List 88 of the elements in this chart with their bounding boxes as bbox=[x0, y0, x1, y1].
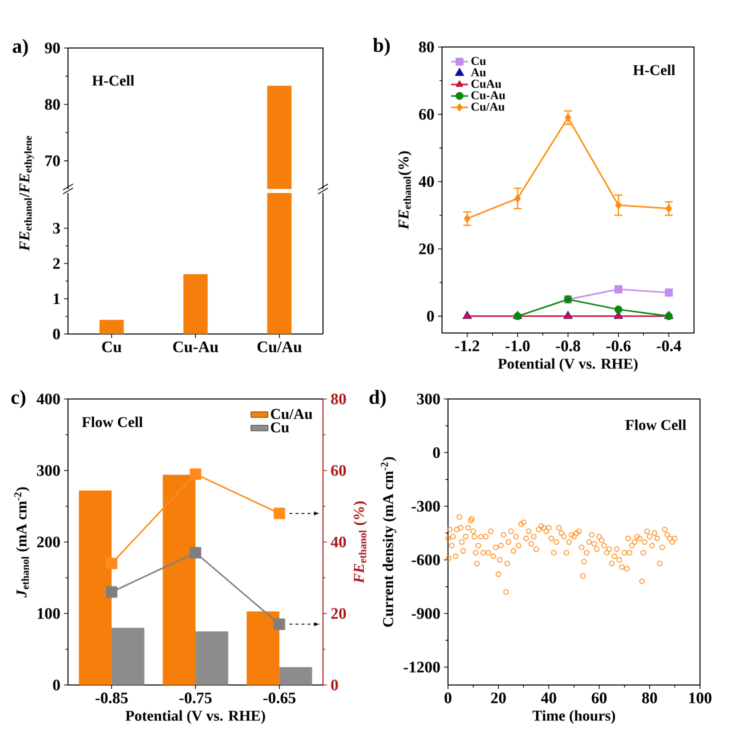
x-axis-title: Time (hours) bbox=[532, 710, 616, 724]
text: d) bbox=[370, 390, 386, 408]
y-tick-label: 20 bbox=[419, 243, 434, 254]
annotation: H-Cell bbox=[92, 75, 134, 86]
x-tick-label: Cu/Au bbox=[257, 342, 302, 352]
x-tick-label: -0.6 bbox=[606, 340, 631, 352]
x-tick-label: -1.0 bbox=[506, 340, 530, 352]
x-tick-label: -1.2 bbox=[455, 340, 480, 352]
y-tick-label: 0 bbox=[433, 447, 440, 458]
bar bbox=[267, 193, 292, 334]
y-tick-label: 2 bbox=[53, 258, 60, 269]
bar bbox=[162, 474, 196, 685]
y-tick-label: 80 bbox=[45, 99, 60, 110]
bar bbox=[246, 611, 280, 685]
x-tick-label: 0 bbox=[444, 692, 452, 704]
legend-label: Au bbox=[470, 68, 486, 76]
point bbox=[106, 558, 118, 570]
point bbox=[106, 586, 118, 598]
y2-tick-label: 40 bbox=[330, 536, 346, 548]
bar bbox=[183, 274, 208, 334]
x-tick-label: 80 bbox=[642, 692, 657, 704]
legend-label: Cu/Au bbox=[471, 102, 505, 111]
y-tick-label: 90 bbox=[44, 42, 60, 54]
y-tick-label: 60 bbox=[419, 108, 434, 120]
y-tick-label: 0 bbox=[53, 680, 60, 690]
x-tick-label: 40 bbox=[541, 692, 556, 704]
legend-label: Cu-Au bbox=[471, 91, 506, 100]
y-tick-label: -1200 bbox=[404, 662, 440, 673]
y-tick-label: 300 bbox=[417, 394, 440, 404]
point bbox=[615, 201, 622, 210]
y-tick-label: 0 bbox=[427, 310, 434, 322]
y-tick-label: -900 bbox=[412, 608, 440, 619]
y-tick-label: 200 bbox=[37, 536, 60, 548]
x-tick-label: -0.65 bbox=[263, 692, 296, 704]
y2-axis-title: FE$_{ethanol}$ (%) bbox=[353, 501, 368, 584]
y-axis-title: Current density (mA cm$^{-2}$) bbox=[380, 457, 396, 627]
x-tick-label: 20 bbox=[491, 692, 506, 704]
y-tick-label: 300 bbox=[37, 465, 60, 476]
legend-label: Cu/Au bbox=[270, 408, 312, 420]
y-tick-label: 400 bbox=[36, 394, 60, 404]
x-tick-label: -0.85 bbox=[96, 692, 128, 704]
annotation: H-Cell bbox=[633, 64, 676, 76]
bar bbox=[99, 320, 124, 334]
y-axis-title: FE$_{ethanol}$(%) bbox=[398, 151, 412, 230]
y2-tick-label: 20 bbox=[331, 608, 346, 619]
bar bbox=[279, 667, 312, 685]
bar bbox=[112, 628, 144, 685]
y2-tick-label: 0 bbox=[331, 680, 338, 690]
x-tick-label: 100 bbox=[689, 692, 712, 704]
x-axis-title: Potential (V vs. RHE) bbox=[498, 358, 638, 372]
x-tick-label: -0.8 bbox=[556, 340, 580, 352]
point bbox=[274, 508, 286, 520]
legend-label: Cu bbox=[471, 56, 486, 66]
point bbox=[190, 468, 202, 480]
y-tick-label: 0 bbox=[53, 328, 60, 340]
y2-tick-label: 80 bbox=[331, 394, 346, 404]
annotation: Flow Cell bbox=[82, 416, 143, 428]
text: c) bbox=[11, 390, 26, 408]
y-tick-label: 3 bbox=[53, 222, 60, 234]
x-tick-label: Cu bbox=[102, 342, 122, 352]
y-tick-label: 100 bbox=[38, 608, 60, 619]
x-axis-title: Potential (V vs. RHE) bbox=[126, 710, 266, 724]
legend-label: Cu bbox=[270, 422, 289, 432]
bar bbox=[78, 490, 112, 685]
text: a) bbox=[12, 38, 28, 58]
annotation: Flow Cell bbox=[625, 419, 686, 430]
y-tick-label: -300 bbox=[412, 500, 440, 512]
point bbox=[274, 618, 286, 630]
legend-label: CuAu bbox=[471, 80, 502, 88]
y-tick-label: 70 bbox=[45, 155, 60, 166]
y-tick-label: -600 bbox=[412, 554, 440, 566]
point bbox=[514, 194, 521, 202]
x-tick-label: Cu-Au bbox=[173, 342, 218, 352]
y-tick-label: 80 bbox=[419, 42, 434, 52]
y-axis-title: J$_{ethanol}$ (mA cm$^{-2}$) bbox=[14, 487, 30, 598]
point bbox=[666, 204, 672, 212]
point bbox=[190, 546, 202, 558]
bar bbox=[196, 631, 228, 685]
x-tick-label: 60 bbox=[592, 692, 607, 704]
x-tick-label: -0.4 bbox=[656, 340, 682, 352]
y-tick-label: 40 bbox=[418, 176, 434, 187]
x-tick-label: -0.75 bbox=[179, 692, 212, 704]
point bbox=[614, 305, 622, 314]
y-tick-label: 1 bbox=[54, 293, 60, 304]
y2-tick-label: 60 bbox=[331, 465, 346, 476]
text: b) bbox=[373, 38, 390, 56]
point bbox=[464, 214, 470, 223]
point bbox=[564, 114, 572, 122]
